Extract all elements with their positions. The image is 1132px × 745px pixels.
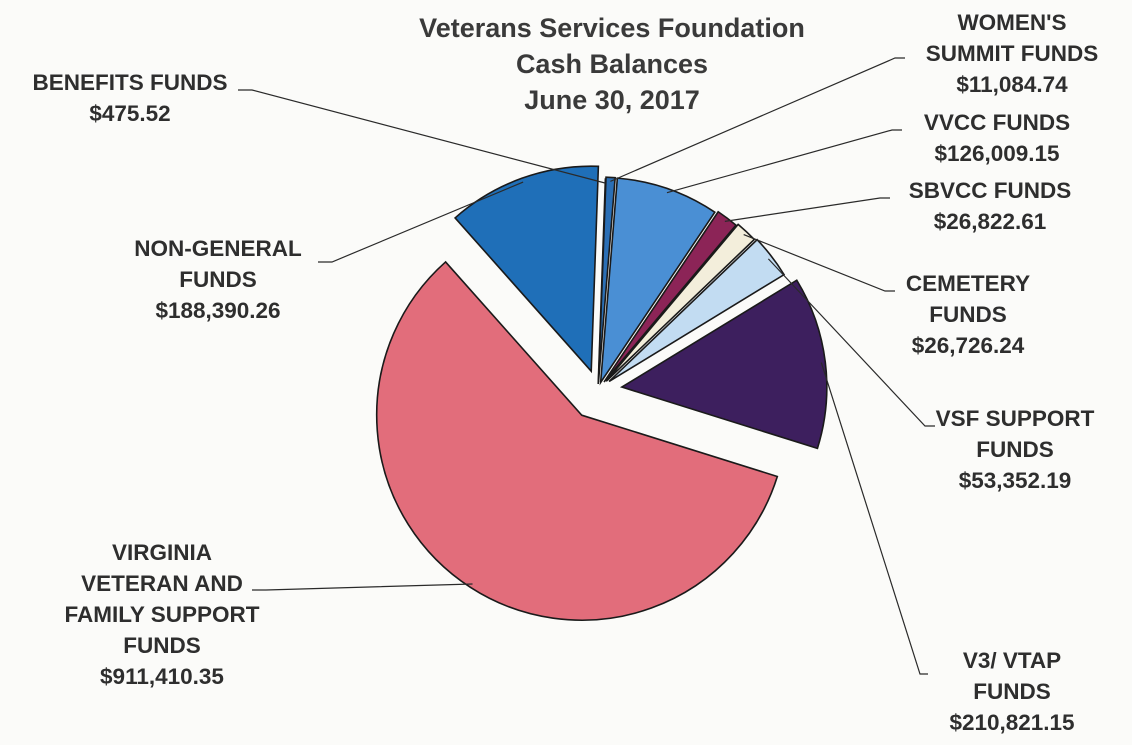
leader-line-v3: [820, 362, 928, 675]
slice-name-sbvcc-line-1: SBVCC FUNDS: [909, 178, 1072, 203]
slice-value-nongeneral: $188,390.26: [155, 298, 280, 323]
chart-title: Veterans Services Foundation Cash Balanc…: [419, 13, 805, 115]
slice-name-benefits-line-1: BENEFITS FUNDS: [32, 70, 227, 95]
leader-line-virginia: [252, 583, 473, 591]
slice-value-vvcc: $126,009.15: [934, 141, 1059, 166]
slice-name-v3-line-1: V3/ VTAP: [963, 648, 1061, 673]
slice-name-virginia-line-2: VETERAN AND: [81, 571, 243, 596]
leader-line-sbvcc: [724, 197, 890, 222]
slice-label-v3: V3/ VTAP FUNDS $210,821.15: [949, 648, 1074, 735]
leader-line-vvcc: [666, 129, 902, 194]
slice-value-virginia: $911,410.35: [100, 664, 224, 689]
chart-title-line-2: Cash Balances: [516, 49, 708, 79]
pie-slices: [375, 165, 828, 621]
slice-name-virginia-line-1: VIRGINIA: [112, 540, 212, 565]
slice-label-sbvcc: SBVCC FUNDS $26,822.61: [909, 178, 1072, 234]
slice-name-virginia-line-4: FUNDS: [123, 633, 201, 658]
slice-value-cemetery: $26,726.24: [912, 333, 1025, 358]
pie-slice-vvcc: [599, 177, 716, 386]
leader-line-benefits: [238, 89, 606, 184]
slice-name-vvcc-line-1: VVCC FUNDS: [924, 110, 1070, 135]
leader-line-cemetery: [743, 234, 895, 292]
pie-slice-womens: [597, 176, 617, 383]
leader-lines: [238, 57, 935, 675]
slice-label-cemetery: CEMETERY FUNDS $26,726.24: [906, 271, 1030, 358]
slice-value-benefits: $475.52: [89, 101, 170, 126]
slice-name-virginia-line-3: FAMILY SUPPORT: [64, 602, 259, 627]
slice-name-vsf-line-1: VSF SUPPORT: [936, 406, 1095, 431]
slice-name-nongeneral-line-2: FUNDS: [179, 267, 257, 292]
slice-name-womens-line-1: WOMEN'S: [957, 10, 1066, 35]
slice-value-womens: $11,084.74: [956, 72, 1068, 97]
chart-title-line-1: Veterans Services Foundation: [419, 13, 805, 43]
slice-name-cemetery-line-2: FUNDS: [929, 302, 1007, 327]
slice-label-vvcc: VVCC FUNDS $126,009.15: [924, 110, 1070, 166]
leader-line-womens: [610, 57, 905, 182]
leader-line-vsf: [767, 258, 935, 427]
slice-value-v3: $210,821.15: [949, 710, 1074, 735]
slice-label-nongeneral: NON-GENERAL FUNDS $188,390.26: [134, 236, 302, 323]
slice-name-v3-line-2: FUNDS: [973, 679, 1051, 704]
slice-name-nongeneral-line-1: NON-GENERAL: [134, 236, 302, 261]
pie-slice-v3: [619, 279, 828, 450]
slice-label-vsf: VSF SUPPORT FUNDS $53,352.19: [936, 406, 1095, 493]
leader-line-nongeneral: [318, 181, 524, 263]
pie-slice-nongeneral: [453, 165, 600, 374]
slice-name-vsf-line-2: FUNDS: [976, 437, 1054, 462]
chart-title-line-3: June 30, 2017: [524, 85, 700, 115]
slice-name-cemetery-line-1: CEMETERY: [906, 271, 1030, 296]
slice-name-womens-line-2: SUMMIT FUNDS: [926, 41, 1099, 66]
slice-value-sbvcc: $26,822.61: [934, 209, 1047, 234]
slice-labels: BENEFITS FUNDS $475.52 WOMEN'S SUMMIT FUNDS…: [32, 10, 1098, 735]
slice-value-vsf: $53,352.19: [959, 468, 1072, 493]
pie-slice-virginia: [375, 260, 779, 621]
slice-label-virginia: VIRGINIA VETERAN AND FAMILY SUPPORT FUNDS $9…: [64, 540, 259, 689]
pie-slice-sbvcc: [603, 210, 738, 383]
slice-label-benefits: BENEFITS FUNDS $475.52: [32, 70, 227, 126]
slice-label-womens: WOMEN'S SUMMIT FUNDS $11,084.74: [926, 10, 1099, 97]
